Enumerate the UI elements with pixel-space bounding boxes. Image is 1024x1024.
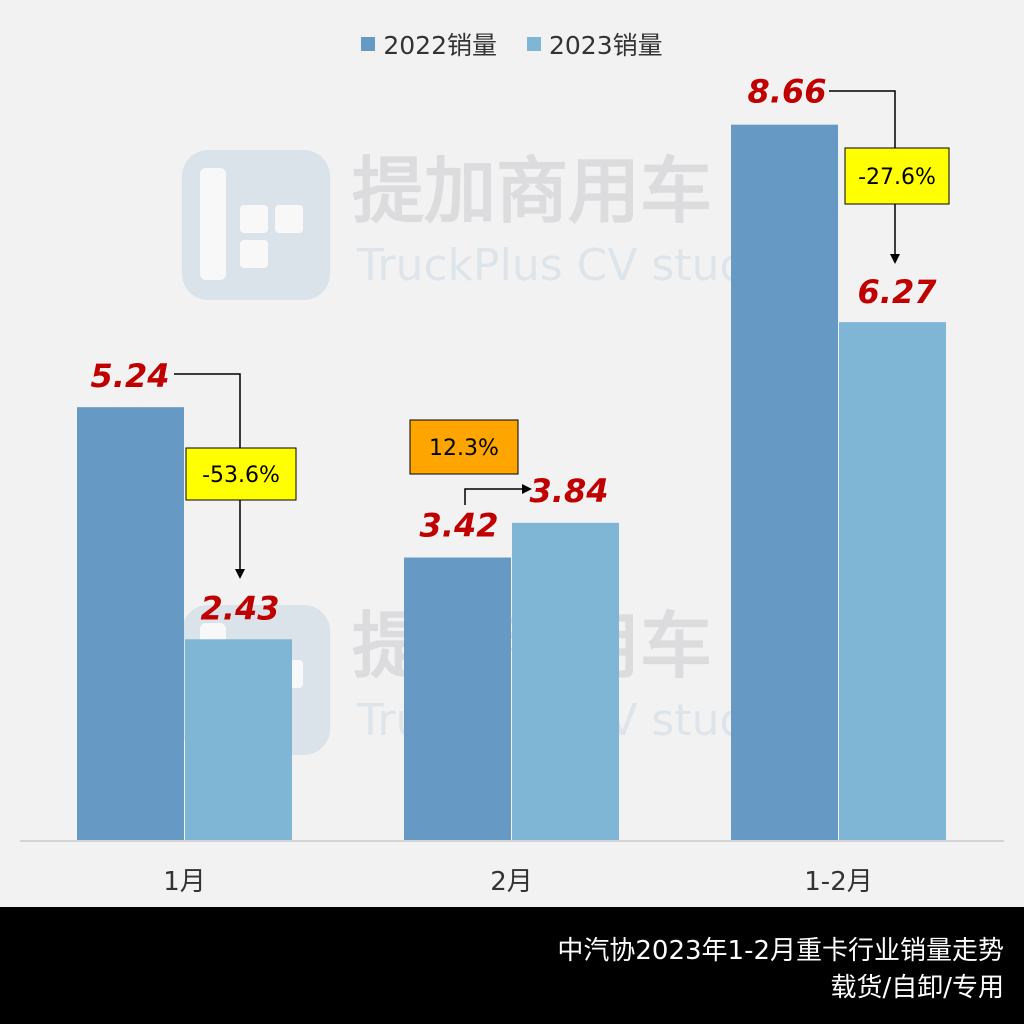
change-badge-total: -27.6%	[844, 147, 950, 205]
bar-chart: 提加商用车 TruckPlus CV studio提加商用车 TruckPlus C…	[20, 73, 1004, 897]
change-arrow-jan	[174, 373, 245, 579]
change-arrow-feb	[464, 484, 532, 505]
value-label: 5.24	[91, 357, 170, 395]
value-label: 6.27	[858, 273, 938, 311]
bar-2023-2	[839, 322, 946, 840]
x-tick-label: 1-2月	[804, 867, 872, 897]
bar-2022-1	[404, 557, 511, 840]
watermark-brand-cn: 提加商用车	[352, 149, 712, 233]
footer-subtitle: 载货/自卸/专用	[830, 973, 1004, 1003]
bar-2023-0	[185, 639, 292, 840]
value-label: 3.84	[530, 472, 609, 510]
legend-swatch-2022	[361, 37, 376, 51]
change-badge-feb: 12.3%	[409, 419, 519, 475]
change-arrow-total	[829, 90, 900, 264]
value-label: 8.66	[748, 73, 827, 111]
x-tick-label: 2月	[490, 867, 533, 897]
bar-2022-0	[77, 407, 184, 840]
legend-label-2023: 2023销量	[549, 31, 663, 60]
bar-2023-1	[512, 522, 619, 840]
watermark-brand-en: TruckPlus CV studio	[356, 240, 787, 291]
x-tick-label: 1月	[163, 867, 206, 897]
legend-item-2022: 2022销量	[361, 26, 497, 62]
footer-banner: 中汽协2023年1-2月重卡行业销量走势 载货/自卸/专用	[0, 907, 1024, 1024]
value-label: 2.43	[201, 589, 280, 627]
legend: 2022销量 2023销量	[0, 26, 1024, 62]
change-badge-jan: -53.6%	[185, 447, 297, 501]
bar-2022-2	[731, 124, 838, 840]
svg-text:12.3%: 12.3%	[429, 436, 499, 461]
value-label: 3.42	[420, 507, 499, 545]
legend-swatch-2023	[527, 37, 541, 51]
svg-text:-53.6%: -53.6%	[202, 463, 280, 488]
svg-text:-27.6%: -27.6%	[858, 165, 936, 190]
footer-title: 中汽协2023年1-2月重卡行业销量走势	[557, 936, 1004, 966]
watermark-1: 提加商用车 TruckPlus CV studio	[182, 149, 787, 300]
legend-label-2022: 2022销量	[383, 31, 497, 60]
legend-item-2023: 2023销量	[527, 26, 663, 62]
watermark-logo-icon	[182, 150, 330, 300]
